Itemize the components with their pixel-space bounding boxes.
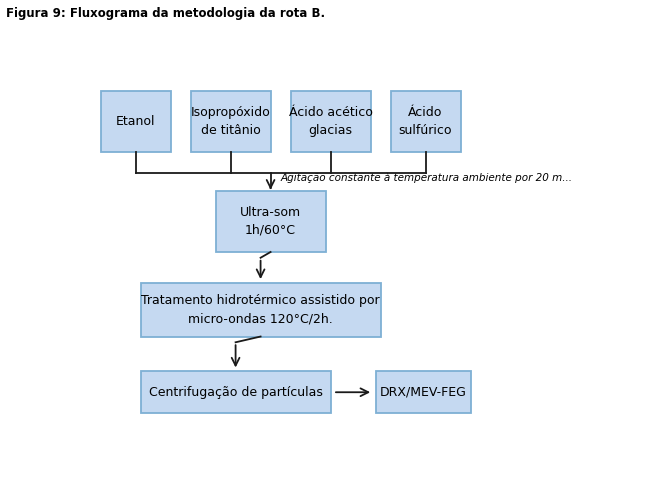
Text: Agitação constante à temperatura ambiente por 20 m...: Agitação constante à temperatura ambient… <box>281 173 573 183</box>
Text: Ácido acético
glacias: Ácido acético glacias <box>288 106 373 137</box>
FancyBboxPatch shape <box>141 371 330 413</box>
Text: Figura 9: Fluxograma da metodologia da rota B.: Figura 9: Fluxograma da metodologia da r… <box>6 7 326 20</box>
FancyBboxPatch shape <box>191 91 271 152</box>
Text: Centrifugação de partículas: Centrifugação de partículas <box>148 386 322 399</box>
Text: Etanol: Etanol <box>116 115 155 128</box>
Text: Tratamento hidrotérmico assistido por
micro-ondas 120°C/2h.: Tratamento hidrotérmico assistido por mi… <box>141 294 380 325</box>
Text: Ácido
sulfúrico: Ácido sulfúrico <box>399 106 452 137</box>
Text: DRX/MEV-FEG: DRX/MEV-FEG <box>380 386 466 399</box>
FancyBboxPatch shape <box>141 283 381 336</box>
FancyBboxPatch shape <box>391 91 461 152</box>
FancyBboxPatch shape <box>215 191 326 252</box>
FancyBboxPatch shape <box>290 91 370 152</box>
Text: Isopropóxido
de titânio: Isopropóxido de titânio <box>191 106 270 137</box>
FancyBboxPatch shape <box>101 91 170 152</box>
FancyBboxPatch shape <box>375 371 471 413</box>
Text: Ultra-som
1h/60°C: Ultra-som 1h/60°C <box>240 206 301 237</box>
